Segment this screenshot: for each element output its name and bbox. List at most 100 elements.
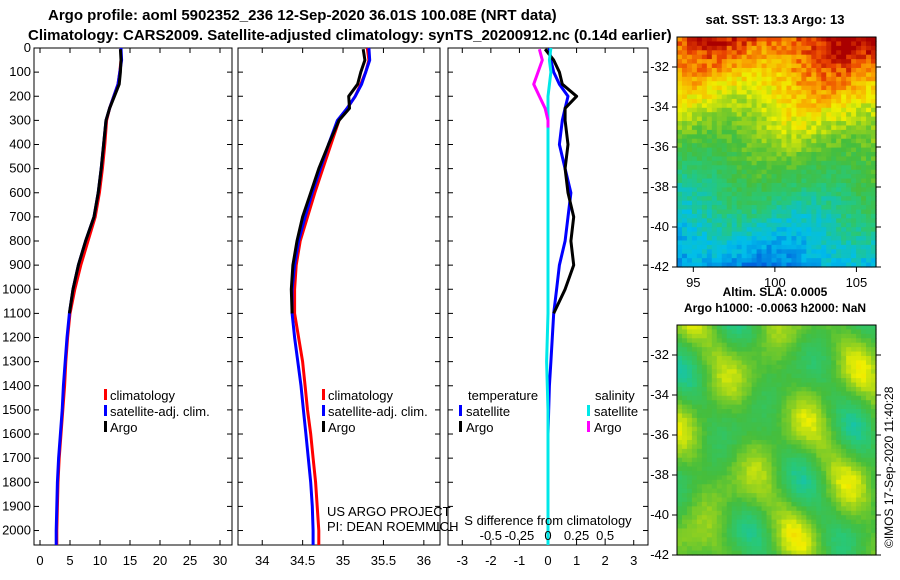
map-cell — [701, 174, 708, 180]
map-cell — [806, 360, 812, 366]
map-cell — [826, 537, 832, 543]
map-cell — [741, 462, 748, 468]
map-cell — [711, 364, 718, 370]
map-cell — [796, 205, 802, 211]
map-cell — [771, 94, 778, 100]
map-cell — [716, 262, 723, 268]
map-cell — [816, 364, 822, 370]
map-cell — [806, 413, 812, 419]
map-cell — [786, 506, 793, 512]
map-cell — [861, 182, 867, 188]
map-cell — [861, 125, 867, 131]
map-cell — [706, 37, 713, 43]
map-cell — [721, 134, 728, 140]
map-cell — [791, 205, 797, 211]
map-cell — [871, 178, 877, 184]
map-cell — [751, 59, 758, 65]
map-cell — [686, 475, 693, 481]
map-cell — [826, 129, 832, 135]
map-cell — [836, 121, 842, 127]
map-cell — [681, 378, 688, 384]
map-cell — [677, 72, 683, 78]
map-cell — [841, 524, 847, 530]
map-cell — [711, 338, 718, 344]
map-cell — [771, 453, 778, 459]
map-cell — [741, 373, 748, 379]
map-cell — [856, 541, 862, 547]
map-cell — [756, 121, 763, 127]
map-cell — [696, 37, 703, 43]
map-cell — [846, 528, 852, 534]
map-cell — [741, 107, 748, 113]
map-cell — [761, 404, 768, 410]
map-cell — [771, 76, 778, 82]
depth-tick-label: 700 — [9, 209, 31, 224]
map-cell — [811, 422, 817, 428]
map-cell — [711, 116, 718, 122]
map-cell — [741, 519, 748, 525]
panel-diff: -3 -2 -1 0 1 2 3 — [447, 47, 649, 568]
map-cell — [701, 107, 708, 113]
map-cell — [721, 510, 728, 516]
map-cell — [776, 355, 783, 361]
map-cell — [816, 550, 822, 556]
sla-map: -32-34-36-38-40-42 — [650, 324, 881, 562]
map-cell — [791, 37, 797, 43]
map-cell — [821, 466, 827, 472]
map-cell — [701, 121, 708, 127]
map-cell — [681, 236, 688, 242]
map-cell — [736, 59, 743, 65]
map-cell — [716, 134, 723, 140]
map-cell — [691, 258, 698, 264]
map-cell — [706, 488, 713, 494]
map-cell — [751, 382, 758, 388]
map-cell — [701, 550, 708, 556]
depth-tick-label: 400 — [9, 137, 31, 152]
map-cell — [831, 360, 837, 366]
map-cell — [761, 187, 768, 193]
map-cell — [781, 475, 788, 481]
map-cell — [726, 470, 733, 476]
map-cell — [701, 462, 708, 468]
map-cell — [721, 165, 728, 171]
map-cell — [861, 541, 867, 547]
map-cell — [766, 231, 773, 237]
map-cell — [711, 373, 718, 379]
map-cell — [826, 143, 832, 149]
map-cell — [761, 160, 768, 166]
map-cell — [836, 218, 842, 224]
map-cell — [696, 342, 703, 348]
map-cell — [761, 231, 768, 237]
map-cell — [721, 103, 728, 109]
map-cell — [681, 240, 688, 246]
map-cell — [776, 143, 783, 149]
map-cell — [736, 116, 743, 122]
map-cell — [756, 218, 763, 224]
map-cell — [781, 404, 788, 410]
map-cell — [746, 409, 753, 415]
map-cell — [731, 448, 738, 454]
map-cell — [741, 493, 748, 499]
map-cell — [711, 329, 718, 335]
map-cell — [816, 431, 822, 437]
map-cell — [681, 470, 688, 476]
map-cell — [736, 45, 743, 51]
legend-label: satellite-adj. clim. — [110, 404, 210, 419]
map-cell — [801, 227, 807, 233]
map-cell — [716, 218, 723, 224]
map-cell — [791, 342, 797, 348]
map-cell — [721, 497, 728, 503]
map-cell — [746, 98, 753, 104]
map-cell — [851, 76, 857, 82]
map-cell — [746, 63, 753, 69]
map-cell — [851, 378, 857, 384]
map-cell — [766, 67, 773, 73]
map-cell — [866, 510, 872, 516]
map-cell — [691, 103, 698, 109]
map-cell — [731, 506, 738, 512]
map-cell — [811, 369, 817, 375]
map-cell — [866, 116, 872, 122]
map-cell — [677, 325, 683, 331]
map-cell — [701, 81, 708, 87]
map-cell — [741, 378, 748, 384]
